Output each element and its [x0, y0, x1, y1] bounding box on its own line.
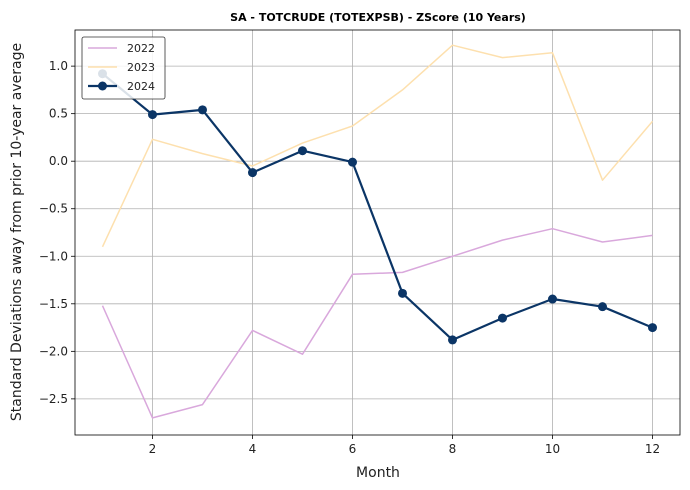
point-2024 [448, 335, 457, 345]
legend-label-2022: 2022 [127, 42, 155, 55]
legend-marker-2024 [98, 81, 107, 91]
x-tick-label: 12 [645, 442, 660, 456]
legend-label-2023: 2023 [127, 61, 155, 74]
x-tick-label: 10 [545, 442, 560, 456]
point-2024 [548, 294, 557, 304]
y-tick-label: −1.0 [39, 249, 68, 263]
x-tick-label: 4 [249, 442, 257, 456]
y-tick-label: 0.0 [49, 154, 68, 168]
series-layer [98, 44, 657, 419]
series-line-2022 [101, 227, 653, 419]
x-tick-label: 8 [449, 442, 457, 456]
point-2024 [148, 110, 157, 120]
point-2024 [598, 302, 607, 312]
y-tick-label: −2.0 [39, 344, 68, 358]
series-line-2024 [101, 72, 653, 341]
legend: 2022 2023 2024 [81, 36, 166, 100]
y-axis-label: Standard Deviations away from prior 10-y… [9, 43, 25, 421]
plot-frame [74, 29, 681, 436]
point-2024 [298, 146, 307, 156]
y-tick-label: −1.5 [39, 297, 68, 311]
point-2024 [198, 105, 207, 115]
y-tick-label: 0.5 [49, 107, 68, 121]
legend-label-2024: 2024 [127, 80, 155, 93]
series-line-2023 [101, 44, 654, 248]
y-tick-label: −0.5 [39, 202, 68, 216]
grid-layer [75, 30, 680, 435]
x-tick-label: 6 [349, 442, 357, 456]
ticks-layer: 2 4 6 8 10 12 1.0 0.5 0.0 −0.5 −1.0 −1.5 −2.0 −2.5 [39, 59, 660, 456]
y-tick-label: 1.0 [49, 59, 68, 73]
point-2024 [398, 288, 407, 298]
point-2024 [648, 323, 657, 333]
x-axis-label: Month [356, 465, 400, 481]
point-2024 [498, 313, 507, 323]
y-tick-label: −2.5 [39, 392, 68, 406]
chart-title: SA - TOTCRUDE (TOTEXPSB) - ZScore (10 Ye… [230, 11, 526, 24]
point-2024 [348, 157, 357, 167]
point-2024 [248, 168, 257, 178]
x-tick-label: 2 [149, 442, 157, 456]
